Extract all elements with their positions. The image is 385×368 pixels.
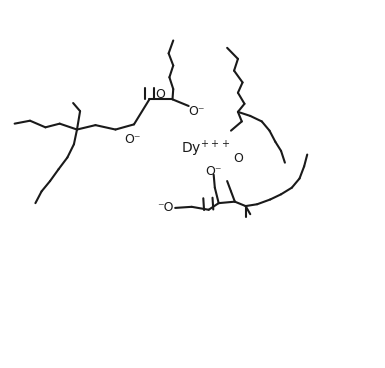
Text: O: O	[155, 88, 165, 102]
Text: O⁻: O⁻	[125, 132, 141, 146]
Text: Dy$^{+++}$: Dy$^{+++}$	[181, 139, 231, 159]
Text: O⁻: O⁻	[188, 105, 204, 118]
Text: ⁻O: ⁻O	[157, 201, 174, 215]
Text: O⁻: O⁻	[206, 164, 222, 178]
Text: O: O	[233, 152, 243, 165]
